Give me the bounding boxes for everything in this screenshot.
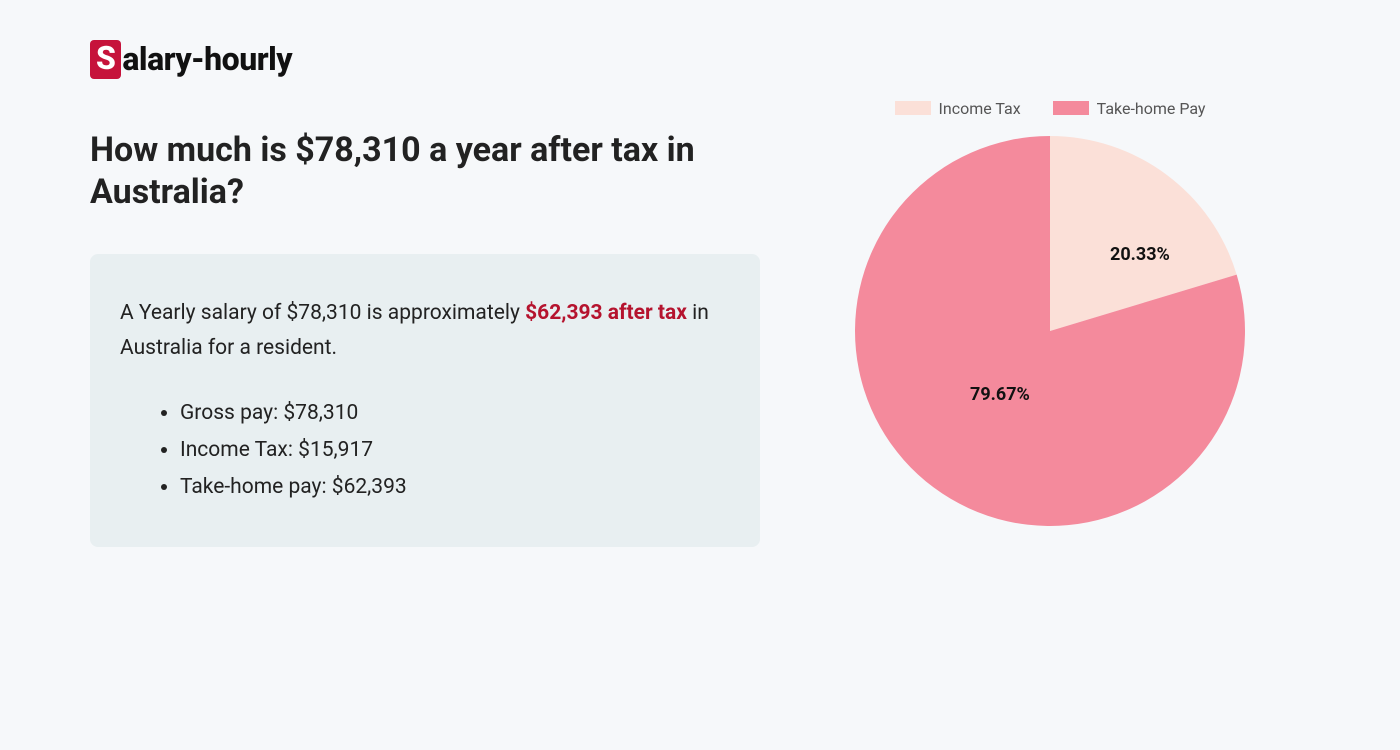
chart-legend: Income Tax Take-home Pay: [895, 99, 1206, 118]
legend-item-income-tax: Income Tax: [895, 99, 1021, 118]
bullet-item: Take-home pay: $62,393: [180, 469, 730, 506]
pie-slice-label: 79.67%: [970, 384, 1030, 405]
legend-swatch: [1053, 101, 1089, 115]
legend-item-take-home: Take-home Pay: [1053, 99, 1206, 118]
bullet-item: Income Tax: $15,917: [180, 432, 730, 469]
legend-swatch: [895, 101, 931, 115]
bullet-item: Gross pay: $78,310: [180, 395, 730, 432]
logo-badge: S: [90, 40, 121, 79]
summary-text: A Yearly salary of $78,310 is approximat…: [120, 296, 730, 367]
summary-box: A Yearly salary of $78,310 is approximat…: [90, 254, 760, 548]
pie-slice-label: 20.33%: [1110, 244, 1170, 265]
legend-label: Income Tax: [939, 99, 1021, 118]
site-logo: Salary-hourly: [90, 40, 1310, 79]
legend-label: Take-home Pay: [1097, 99, 1206, 118]
bullet-list: Gross pay: $78,310 Income Tax: $15,917 T…: [120, 395, 730, 505]
page-heading: How much is $78,310 a year after tax in …: [90, 129, 760, 214]
logo-text: alary-hourly: [122, 40, 292, 78]
summary-prefix: A Yearly salary of $78,310 is approximat…: [120, 301, 525, 325]
summary-highlight: $62,393 after tax: [525, 301, 687, 325]
left-column: How much is $78,310 a year after tax in …: [90, 129, 760, 548]
content-row: How much is $78,310 a year after tax in …: [90, 129, 1310, 548]
chart-column: Income Tax Take-home Pay 20.33% 79.67%: [840, 99, 1260, 526]
page-container: Salary-hourly How much is $78,310 a year…: [0, 0, 1400, 547]
pie-svg: [855, 136, 1245, 526]
pie-chart: 20.33% 79.67%: [855, 136, 1245, 526]
